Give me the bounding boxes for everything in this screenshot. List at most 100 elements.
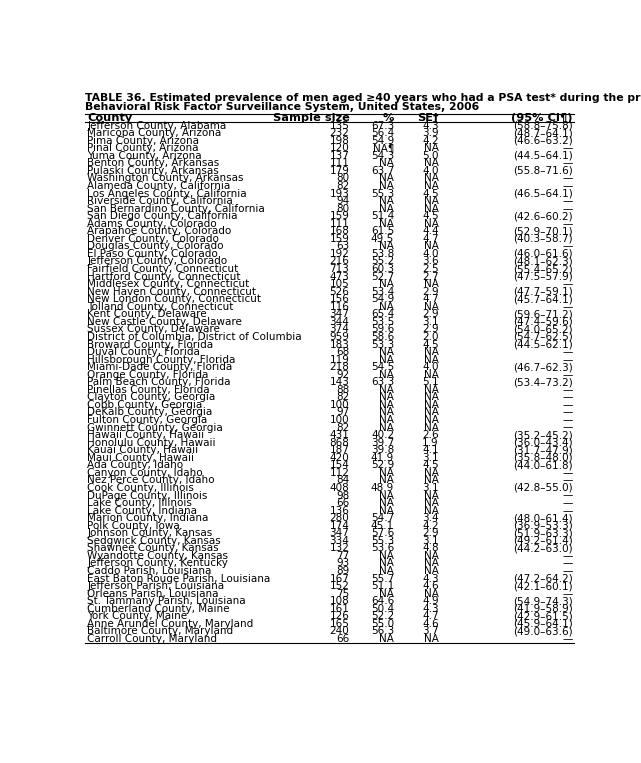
Text: 66: 66 bbox=[336, 634, 349, 644]
Text: 51.4: 51.4 bbox=[371, 211, 394, 221]
Text: NA: NA bbox=[424, 468, 439, 478]
Text: 53.8: 53.8 bbox=[371, 249, 394, 259]
Text: Caddo Parish, Louisiana: Caddo Parish, Louisiana bbox=[87, 566, 212, 576]
Text: (95% CI¶): (95% CI¶) bbox=[512, 113, 573, 123]
Text: (42.6–60.2): (42.6–60.2) bbox=[513, 211, 573, 221]
Text: East Baton Rouge Parish, Louisiana: East Baton Rouge Parish, Louisiana bbox=[87, 574, 271, 584]
Text: 2.6: 2.6 bbox=[422, 430, 439, 440]
Text: Honolulu County, Hawaii: Honolulu County, Hawaii bbox=[87, 438, 215, 448]
Text: 420: 420 bbox=[329, 452, 349, 463]
Text: 2.9: 2.9 bbox=[422, 309, 439, 320]
Text: —: — bbox=[563, 173, 573, 183]
Text: 39.7: 39.7 bbox=[371, 438, 394, 448]
Text: NA: NA bbox=[379, 392, 394, 402]
Text: NA: NA bbox=[424, 589, 439, 599]
Text: Palm Beach County, Florida: Palm Beach County, Florida bbox=[87, 377, 231, 388]
Text: NA: NA bbox=[379, 204, 394, 214]
Text: 192: 192 bbox=[329, 249, 349, 259]
Text: 4.7: 4.7 bbox=[422, 295, 439, 304]
Text: 4.6: 4.6 bbox=[422, 619, 439, 629]
Text: St. Tammany Parish, Louisiana: St. Tammany Parish, Louisiana bbox=[87, 596, 246, 607]
Text: 431: 431 bbox=[329, 430, 349, 440]
Text: 4.9: 4.9 bbox=[422, 596, 439, 607]
Text: NA: NA bbox=[379, 566, 394, 576]
Text: 105: 105 bbox=[329, 279, 349, 289]
Text: NA: NA bbox=[379, 634, 394, 644]
Text: 2.9: 2.9 bbox=[422, 324, 439, 334]
Text: 159: 159 bbox=[329, 211, 349, 221]
Text: 334: 334 bbox=[329, 536, 349, 546]
Text: Fulton County, Georgia: Fulton County, Georgia bbox=[87, 415, 207, 425]
Text: 52.2: 52.2 bbox=[371, 611, 394, 621]
Text: Sedgwick County, Kansas: Sedgwick County, Kansas bbox=[87, 536, 221, 546]
Text: 63.3: 63.3 bbox=[371, 377, 394, 388]
Text: SE†: SE† bbox=[417, 113, 439, 123]
Text: (45.7–64.1): (45.7–64.1) bbox=[513, 295, 573, 304]
Text: 216: 216 bbox=[329, 256, 349, 266]
Text: NA: NA bbox=[379, 347, 394, 357]
Text: Anne Arundel County, Maryland: Anne Arundel County, Maryland bbox=[87, 619, 253, 629]
Text: Pulaski County, Arkansas: Pulaski County, Arkansas bbox=[87, 166, 219, 176]
Text: (49.2–61.4): (49.2–61.4) bbox=[513, 536, 573, 546]
Text: Sussex County, Delaware: Sussex County, Delaware bbox=[87, 324, 220, 334]
Text: 4.5: 4.5 bbox=[422, 460, 439, 470]
Text: 344: 344 bbox=[329, 317, 349, 327]
Text: 526: 526 bbox=[329, 287, 349, 297]
Text: NA: NA bbox=[424, 181, 439, 191]
Text: Middlesex County, Connecticut: Middlesex County, Connecticut bbox=[87, 279, 249, 289]
Text: (54.7–62.5): (54.7–62.5) bbox=[513, 332, 573, 342]
Text: Douglas County, Colorado: Douglas County, Colorado bbox=[87, 241, 224, 251]
Text: Maricopa County, Arizona: Maricopa County, Arizona bbox=[87, 128, 221, 138]
Text: NA: NA bbox=[379, 491, 394, 501]
Text: 54.7: 54.7 bbox=[371, 513, 394, 523]
Text: NA: NA bbox=[379, 355, 394, 365]
Text: NA: NA bbox=[379, 468, 394, 478]
Text: —: — bbox=[563, 423, 573, 433]
Text: NA¶: NA¶ bbox=[372, 143, 394, 153]
Text: NA: NA bbox=[379, 415, 394, 425]
Text: Fairfield County, Connecticut: Fairfield County, Connecticut bbox=[87, 264, 238, 274]
Text: Pinal County, Arizona: Pinal County, Arizona bbox=[87, 143, 199, 153]
Text: (48.0–61.4): (48.0–61.4) bbox=[513, 513, 573, 523]
Text: (58.8–75.8): (58.8–75.8) bbox=[513, 121, 573, 130]
Text: 97: 97 bbox=[336, 407, 349, 417]
Text: NA: NA bbox=[424, 400, 439, 410]
Text: 2.9: 2.9 bbox=[422, 528, 439, 538]
Text: 374: 374 bbox=[329, 324, 349, 334]
Text: —: — bbox=[563, 566, 573, 576]
Text: —: — bbox=[563, 551, 573, 561]
Text: NA: NA bbox=[379, 385, 394, 394]
Text: (49.0–63.6): (49.0–63.6) bbox=[513, 626, 573, 636]
Text: NA: NA bbox=[379, 551, 394, 561]
Text: —: — bbox=[563, 385, 573, 394]
Text: County: County bbox=[87, 113, 132, 123]
Text: —: — bbox=[563, 347, 573, 357]
Text: NA: NA bbox=[379, 181, 394, 191]
Text: 53.3: 53.3 bbox=[371, 340, 394, 349]
Text: NA: NA bbox=[379, 370, 394, 380]
Text: New Castle County, Delaware: New Castle County, Delaware bbox=[87, 317, 242, 327]
Text: 218: 218 bbox=[329, 362, 349, 372]
Text: 80: 80 bbox=[337, 204, 349, 214]
Text: (52.9–70.1): (52.9–70.1) bbox=[513, 227, 573, 237]
Text: 94: 94 bbox=[336, 196, 349, 206]
Text: NA: NA bbox=[424, 475, 439, 485]
Text: 116: 116 bbox=[329, 302, 349, 312]
Text: NA: NA bbox=[379, 196, 394, 206]
Text: NA: NA bbox=[379, 506, 394, 516]
Text: 54.5: 54.5 bbox=[371, 362, 394, 372]
Text: 53.6: 53.6 bbox=[371, 543, 394, 553]
Text: Nez Perce County, Idaho: Nez Perce County, Idaho bbox=[87, 475, 215, 485]
Text: Denver County, Colorado: Denver County, Colorado bbox=[87, 233, 219, 244]
Text: 143: 143 bbox=[329, 377, 349, 388]
Text: —: — bbox=[563, 196, 573, 206]
Text: (42.8–55.0): (42.8–55.0) bbox=[513, 483, 573, 493]
Text: —: — bbox=[563, 355, 573, 365]
Text: 4.3: 4.3 bbox=[422, 604, 439, 613]
Text: 59.6: 59.6 bbox=[371, 324, 394, 334]
Text: Benton County, Arkansas: Benton County, Arkansas bbox=[87, 159, 219, 169]
Text: Gwinnett County, Georgia: Gwinnett County, Georgia bbox=[87, 423, 223, 433]
Text: (47.4–59.6): (47.4–59.6) bbox=[513, 317, 573, 327]
Text: 52.7: 52.7 bbox=[371, 272, 394, 282]
Text: 77: 77 bbox=[336, 551, 349, 561]
